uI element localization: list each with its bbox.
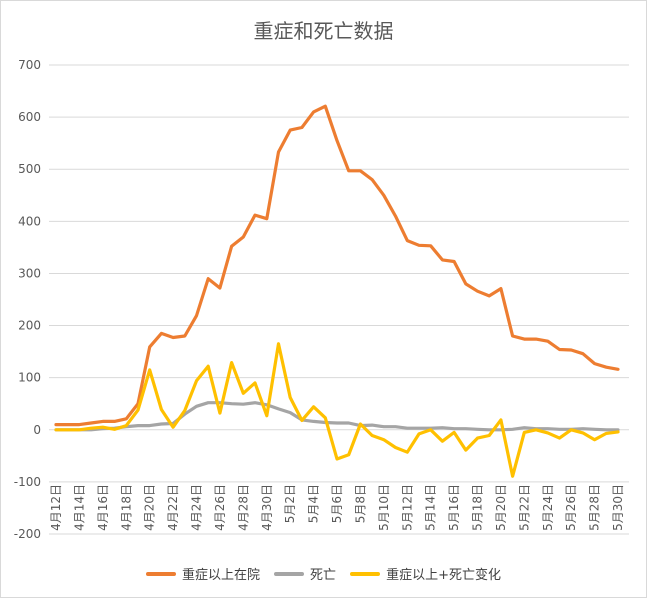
- legend-item-2: 死亡: [274, 564, 336, 583]
- x-tick-label: 5月16日: [447, 484, 461, 531]
- legend-label: 重症以上+死亡变化: [386, 568, 501, 583]
- legend-swatch: [146, 571, 177, 576]
- x-tick-label: 5月28日: [588, 484, 602, 531]
- x-tick-label: 5月24日: [541, 484, 555, 531]
- y-tick-label: 600: [18, 110, 41, 124]
- y-tick-label: 400: [18, 214, 41, 228]
- y-tick-label: 500: [18, 162, 41, 176]
- y-tick-label: -200: [14, 527, 41, 541]
- legend-item-1: 重症以上在院: [146, 564, 260, 583]
- x-tick-label: 5月22日: [517, 484, 531, 531]
- x-tick-label: 5月30日: [611, 484, 625, 531]
- x-tick-label: 4月22日: [166, 484, 180, 531]
- legend-item-3: 重症以上+死亡变化: [350, 564, 501, 583]
- x-tick-label: 4月12日: [49, 484, 63, 531]
- x-tick-label: 5月2日: [283, 484, 297, 523]
- y-tick-label: 200: [18, 319, 41, 333]
- x-tick-label: 5月20日: [494, 484, 508, 531]
- x-tick-label: 4月30日: [260, 484, 274, 531]
- x-tick-label: 5月4日: [307, 484, 321, 523]
- x-tick-label: 4月18日: [119, 484, 133, 531]
- x-tick-label: 5月8日: [353, 484, 367, 523]
- x-tick-label: 4月28日: [236, 484, 250, 531]
- y-tick-label: -100: [14, 475, 41, 489]
- chart-title: 重症和死亡数据: [253, 19, 394, 43]
- y-tick-label: 700: [18, 58, 41, 72]
- x-tick-label: 5月6日: [330, 484, 344, 523]
- series-line-3: [54, 342, 620, 478]
- x-tick-label: 4月14日: [72, 484, 86, 531]
- x-tick-label: 5月14日: [424, 484, 438, 531]
- x-tick-label: 4月24日: [190, 484, 204, 531]
- legend-swatch: [274, 571, 305, 576]
- x-tick-label: 5月18日: [471, 484, 485, 531]
- x-tick-label: 4月16日: [96, 484, 110, 531]
- y-tick-label: 300: [18, 266, 41, 280]
- y-tick-label: 100: [18, 371, 41, 385]
- legend-swatch: [350, 571, 381, 576]
- x-tick-label: 4月20日: [143, 484, 157, 531]
- x-tick-label: 5月26日: [564, 484, 578, 531]
- x-tick-label: 5月10日: [377, 484, 391, 531]
- x-tick-label: 5月12日: [400, 484, 414, 531]
- series-line-2: [54, 401, 620, 432]
- legend-label: 死亡: [310, 568, 337, 583]
- x-tick-label: 4月26日: [213, 484, 227, 531]
- y-tick-label: 0: [33, 423, 41, 437]
- series-line-1: [54, 104, 620, 427]
- chart-legend: 重症以上在院 死亡 重症以上+死亡变化: [1, 564, 646, 583]
- legend-label: 重症以上在院: [182, 568, 261, 583]
